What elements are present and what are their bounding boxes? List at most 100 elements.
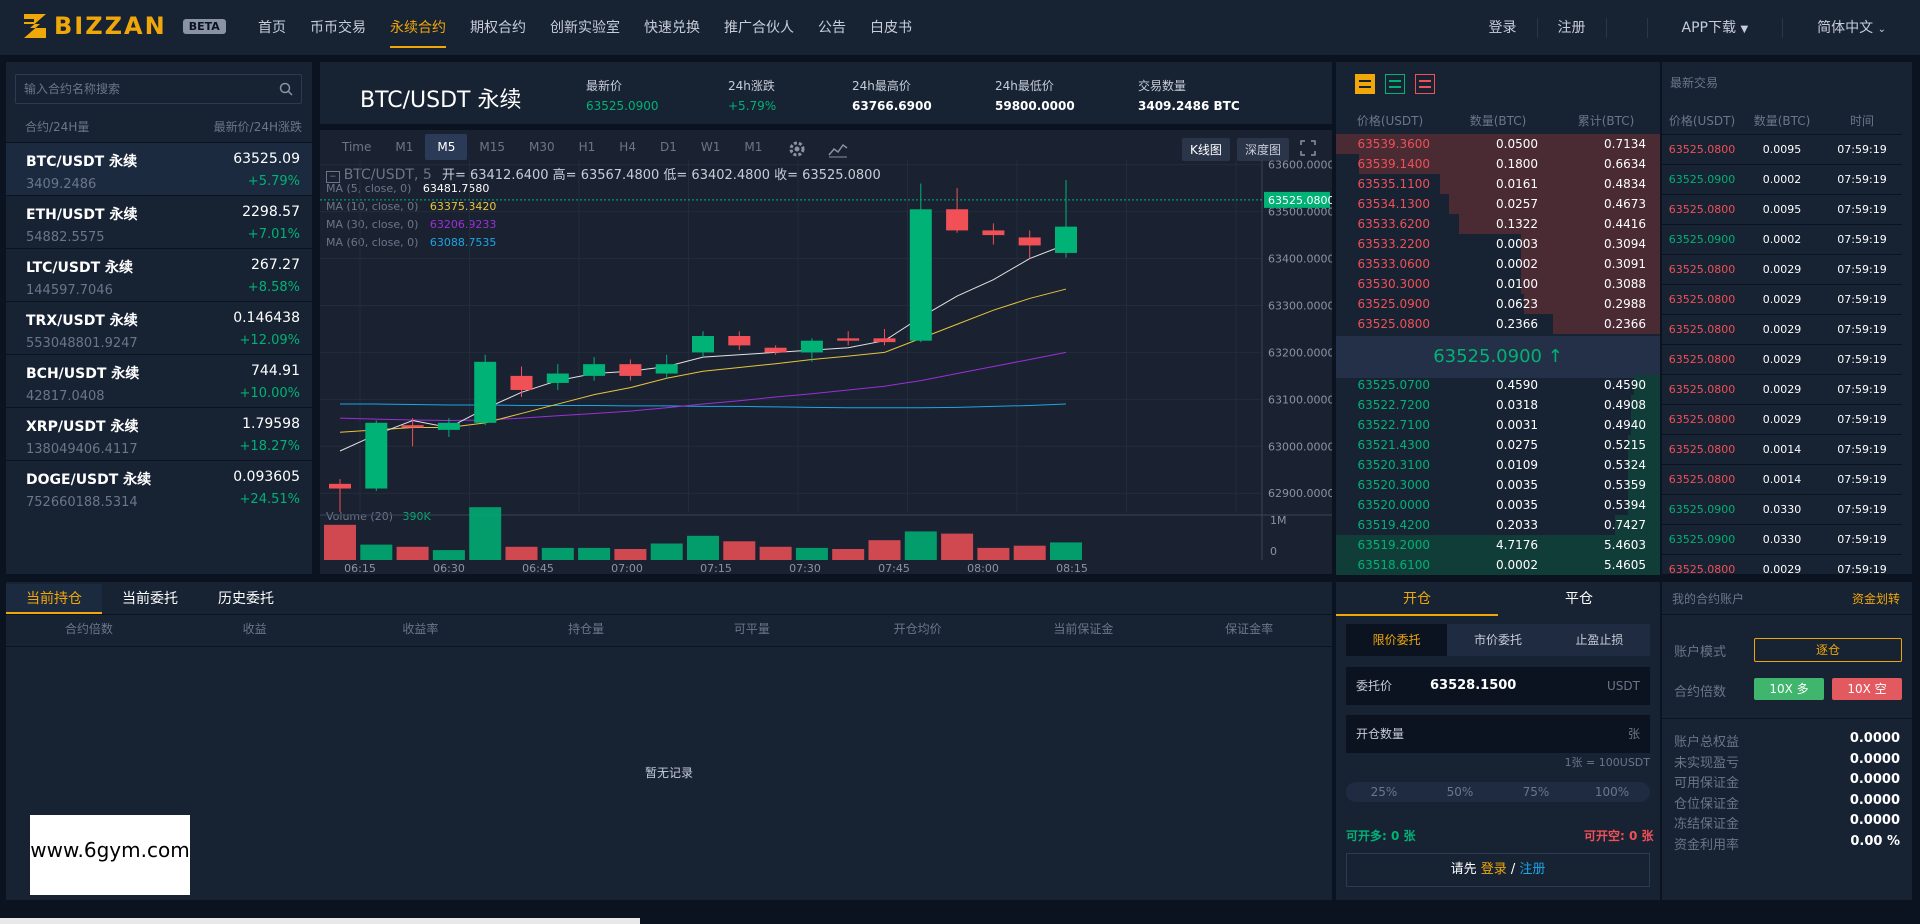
bid-row[interactable]: 63520.3100 0.0109 0.5324: [1336, 455, 1660, 475]
interval-time[interactable]: Time: [342, 140, 372, 154]
ask-row[interactable]: 63525.0800 0.2366 0.2366: [1336, 314, 1660, 334]
leverage-long-button[interactable]: 10X 多: [1754, 678, 1824, 700]
interval-d1[interactable]: D1: [659, 140, 677, 154]
bid-row[interactable]: 63525.0700 0.4590 0.4590: [1336, 375, 1660, 395]
tab-limit-order[interactable]: 限价委托: [1346, 624, 1448, 656]
percent-75[interactable]: 75%: [1522, 785, 1550, 799]
nav-announcement[interactable]: 公告: [818, 20, 846, 36]
ask-row[interactable]: 63533.6200 0.1322 0.4416: [1336, 214, 1660, 234]
symbol-row[interactable]: TRX/USDT 永续 553048801.9247 0.146438 +12.09%: [6, 301, 312, 354]
tab-history-orders[interactable]: 历史委托: [218, 591, 274, 607]
ask-row[interactable]: 63535.1100 0.0161 0.4834: [1336, 174, 1660, 194]
symbol-name: LTC/USDT 永续: [26, 260, 134, 276]
nav-perpetual[interactable]: 永续合约: [390, 0, 446, 56]
candlestick-chart[interactable]: 63600.0000 63500.0000 63400.0000 63300.0000…: [320, 160, 1332, 574]
nav-options[interactable]: 期权合约: [470, 20, 526, 36]
bid-row[interactable]: 63519.2000 4.7176 5.4603: [1336, 535, 1660, 555]
register-prompt-link[interactable]: 注册: [1519, 862, 1546, 877]
ask-row[interactable]: 63525.0900 0.0623 0.2988: [1336, 294, 1660, 314]
ob-total: 0.7134: [1604, 137, 1646, 151]
symbol-row[interactable]: XRP/USDT 永续 138049406.4117 1.79598 +18.27%: [6, 407, 312, 460]
bid-row[interactable]: 63522.7200 0.0318 0.4908: [1336, 395, 1660, 415]
register-link[interactable]: 注册: [1538, 18, 1607, 38]
bid-row[interactable]: 63520.3000 0.0035 0.5359: [1336, 475, 1660, 495]
interval-h1[interactable]: H1: [578, 140, 596, 154]
language-menu[interactable]: 简体中文 ⌄: [1782, 18, 1920, 38]
both-view-icon[interactable]: [1355, 74, 1375, 94]
fullscreen-icon[interactable]: [1300, 140, 1316, 156]
ticker-high-label: 24h最高价: [852, 79, 911, 93]
login-prompt-link[interactable]: 登录: [1480, 862, 1507, 877]
trade-amount: 0.0014: [1762, 443, 1802, 456]
ask-row[interactable]: 63530.3000 0.0100 0.3088: [1336, 274, 1660, 294]
ask-row[interactable]: 63533.2200 0.0003 0.3094: [1336, 234, 1660, 254]
interval-m30[interactable]: M30: [529, 140, 555, 154]
ask-row[interactable]: 63533.0600 0.0002 0.3091: [1336, 254, 1660, 274]
ask-row[interactable]: 63539.3600 0.0500 0.7134: [1336, 134, 1660, 154]
percent-50[interactable]: 50%: [1446, 785, 1474, 799]
collapse-icon[interactable]: −: [326, 171, 340, 183]
nav-spot[interactable]: 币币交易: [310, 20, 366, 36]
kline-view-button[interactable]: K线图: [1182, 138, 1230, 161]
asks-view-icon[interactable]: [1415, 74, 1435, 94]
symbol-row[interactable]: ETH/USDT 永续 54882.5575 2298.57 +7.01%: [6, 195, 312, 248]
interval-w1[interactable]: W1: [700, 140, 721, 154]
brand-logo[interactable]: BIZZAN BETA: [22, 12, 226, 40]
quantity-field[interactable]: 开仓数量 张: [1346, 715, 1650, 753]
bid-row[interactable]: 63522.7100 0.0031 0.4940: [1336, 415, 1660, 435]
interval-m15[interactable]: M15: [479, 140, 505, 154]
tab-current-orders[interactable]: 当前委托: [122, 591, 178, 607]
symbol-row[interactable]: DOGE/USDT 永续 752660188.5314 0.093605 +24.51…: [6, 460, 312, 513]
symbol-volume: 144597.7046: [26, 283, 113, 298]
bid-row[interactable]: 63518.6100 0.0002 5.4605: [1336, 555, 1660, 575]
tab-close[interactable]: 平仓: [1565, 591, 1593, 607]
candle-body: [764, 347, 787, 353]
interval-m5[interactable]: M5: [425, 134, 468, 160]
nav-swap[interactable]: 快速兑换: [644, 20, 700, 36]
transfer-link[interactable]: 资金划转: [1852, 592, 1901, 606]
bids-view-icon[interactable]: [1385, 74, 1405, 94]
percent-100[interactable]: 100%: [1594, 785, 1630, 799]
ask-row[interactable]: 63534.1300 0.0257 0.4673: [1336, 194, 1660, 214]
symbol-change: +10.00%: [239, 386, 300, 401]
login-link[interactable]: 登录: [1469, 18, 1538, 38]
ob-price: 63518.6100: [1357, 558, 1430, 572]
ob-total: 0.5215: [1604, 438, 1646, 452]
indicators-icon[interactable]: [828, 140, 848, 158]
ask-row[interactable]: 63539.1400 0.1800 0.6634: [1336, 154, 1660, 174]
ob-price: 63521.4300: [1357, 438, 1430, 452]
symbol-row[interactable]: BCH/USDT 永续 42817.0408 744.91 +10.00%: [6, 354, 312, 407]
nav-home[interactable]: 首页: [258, 20, 286, 36]
tab-stop-order[interactable]: 止盈止损: [1575, 633, 1624, 647]
ob-col-amount: 数量(BTC): [1469, 114, 1527, 128]
ticker-volume: 交易数量 3409.2486 BTC: [1138, 77, 1240, 113]
nav-lab[interactable]: 创新实验室: [550, 20, 620, 36]
symbol-search-input[interactable]: 输入合约名称搜索: [15, 74, 302, 104]
symbol-row[interactable]: BTC/USDT 永续 3409.2486 63525.09 +5.79%: [6, 142, 312, 195]
ob-amount: 0.2033: [1496, 518, 1538, 532]
symbol-row[interactable]: LTC/USDT 永续 144597.7046 267.27 +8.58%: [6, 248, 312, 301]
tab-open[interactable]: 开仓: [1336, 584, 1498, 616]
bid-row[interactable]: 63521.4300 0.0275 0.5215: [1336, 435, 1660, 455]
trade-time: 07:59:19: [1837, 263, 1887, 276]
price-field[interactable]: 委托价 63528.1500 USDT: [1346, 667, 1650, 705]
price-label: 委托价: [1356, 679, 1393, 693]
margin-mode-button[interactable]: 逐仓: [1754, 638, 1902, 662]
nav-partner[interactable]: 推广合伙人: [724, 20, 794, 36]
bid-row[interactable]: 63519.4200 0.2033 0.7427: [1336, 515, 1660, 535]
orderbook-mid-price: 63525.0900 ↑: [1336, 336, 1660, 378]
interval-m1-month[interactable]: M1: [744, 140, 763, 154]
leverage-short-button[interactable]: 10X 空: [1832, 678, 1902, 700]
bid-row[interactable]: 63520.0000 0.0035 0.5394: [1336, 495, 1660, 515]
percent-25[interactable]: 25%: [1370, 785, 1398, 799]
interval-h4[interactable]: H4: [619, 140, 636, 154]
tab-current-positions[interactable]: 当前持仓: [6, 584, 102, 614]
app-download-menu[interactable]: APP下载 ▼: [1646, 18, 1783, 38]
interval-m1[interactable]: M1: [395, 140, 414, 154]
trade-row: 63525.0800 0.0014 07:59:19: [1662, 464, 1902, 494]
depth-view-button[interactable]: 深度图: [1237, 138, 1290, 161]
settings-gear-icon[interactable]: [786, 139, 808, 159]
horizontal-scrollbar[interactable]: [0, 918, 640, 924]
tab-market-order[interactable]: 市价委托: [1473, 633, 1522, 647]
nav-whitepaper[interactable]: 白皮书: [870, 20, 912, 36]
